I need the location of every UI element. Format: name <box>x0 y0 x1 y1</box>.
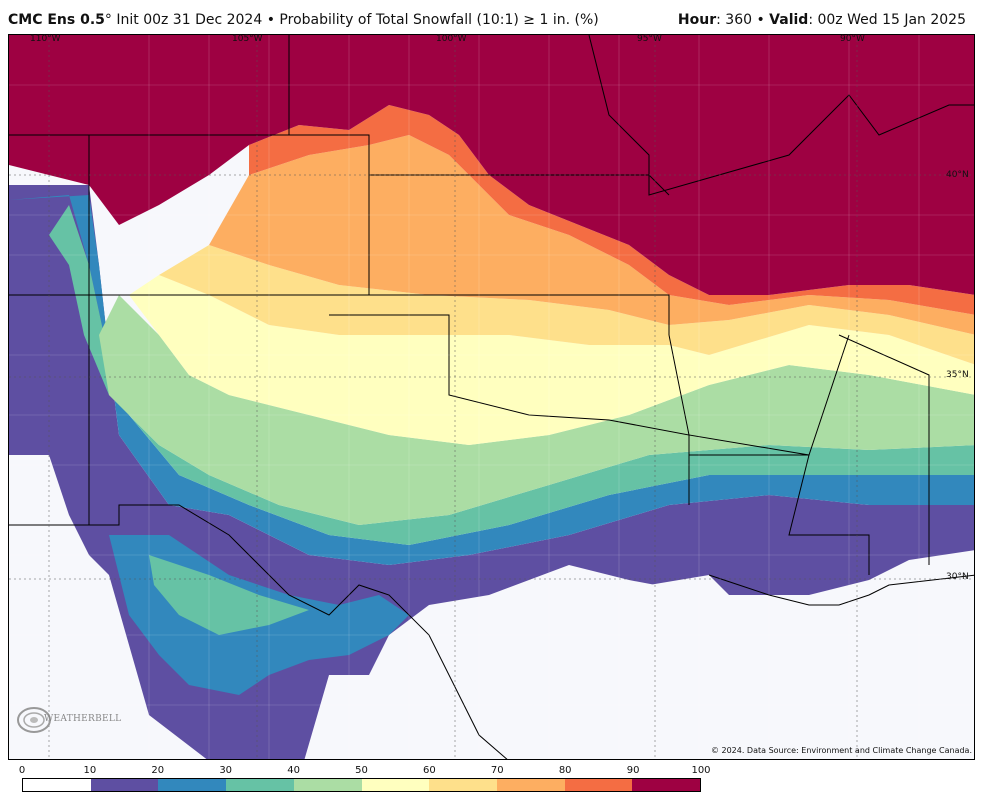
colorbar-segment-2 <box>158 779 227 791</box>
lon-label-110w: 110°W <box>30 34 61 44</box>
colorbar-tick-30: 30 <box>219 765 233 776</box>
lat-label-40n: 40°N <box>946 170 969 180</box>
colorbar-segment-1 <box>90 779 159 791</box>
colorbar-segment-7 <box>496 779 565 791</box>
degree-symbol: ° <box>104 12 112 28</box>
colorbar-segment-5 <box>361 779 430 791</box>
colorbar-tick-70: 70 <box>490 765 504 776</box>
lat-label-30n: 30°N <box>946 572 969 582</box>
band-50-60 <box>129 275 974 445</box>
colorbar-tick-80: 80 <box>558 765 572 776</box>
band-30-40-mexico <box>149 555 309 635</box>
hour-label: Hour <box>677 12 717 28</box>
boundary-nm-mx <box>9 504 508 759</box>
band-70-80 <box>209 135 974 335</box>
valid-value: : 00z Wed 15 Jan 2025 <box>808 12 966 28</box>
product-name: Probability of Total Snowfall (10:1) ≥ 1… <box>279 12 599 28</box>
lat-label-35n: 35°N <box>946 370 969 380</box>
logo-text: WEATHERBELL <box>44 714 122 724</box>
boundary-il <box>808 94 974 136</box>
colorbar-segment-0 <box>23 779 91 791</box>
colorbar-tick-60: 60 <box>423 765 436 776</box>
colorbar-segment-9 <box>632 779 701 791</box>
weatherbell-logo: WEATHERBELL <box>14 700 121 740</box>
colorbar-tick-90: 90 <box>626 765 640 776</box>
lon-label-95w: 95°W <box>637 34 662 44</box>
graticule <box>9 35 974 759</box>
map-panel[interactable] <box>8 34 975 760</box>
colorbar-segment-8 <box>564 779 633 791</box>
boundary-ms <box>838 334 930 565</box>
boundary-ar-la <box>689 454 870 575</box>
low-region-se-texas <box>409 575 729 759</box>
colorbar-tick-10: 10 <box>83 765 97 776</box>
valid-label: Valid <box>769 12 809 28</box>
colorbar-tick-40: 40 <box>287 765 300 776</box>
colorbar-tick-20: 20 <box>151 765 165 776</box>
colorbar-segment-4 <box>293 779 362 791</box>
band-90-100 <box>9 35 974 295</box>
valid-info: Hour: 360 • Valid: 00z Wed 15 Jan 2025 <box>678 12 966 28</box>
boundary-tx-ok-ar <box>668 334 850 456</box>
header: CMC Ens 0.5° Init 00z 31 Dec 2024 • Prob… <box>0 0 984 34</box>
boundary-ks-ok <box>329 294 670 335</box>
low-region-mexico <box>9 455 196 759</box>
colorbar-tick-50: 50 <box>355 765 368 776</box>
county-lines <box>9 35 974 759</box>
band-40-50 <box>99 295 974 525</box>
colorbar-tick-0: 0 <box>18 765 26 776</box>
separator: • <box>262 12 280 28</box>
colorbar-segment-6 <box>429 779 497 791</box>
probability-map <box>9 35 974 759</box>
coastline-gulf <box>708 574 974 606</box>
band-80-90 <box>249 105 974 315</box>
model-name: CMC Ens 0.5 <box>8 12 105 28</box>
logo-swirl-icon <box>17 707 51 733</box>
lon-label-90w: 90°W <box>840 34 865 44</box>
band-60-70 <box>159 245 974 365</box>
lon-label-100w: 100°W <box>436 34 467 44</box>
colorbar <box>22 778 701 792</box>
colorbar-tick-100: 100 <box>691 765 711 776</box>
hour-value: : 360 • <box>716 12 770 28</box>
lon-label-105w: 105°W <box>232 34 263 44</box>
data-credit: © 2024. Data Source: Environment and Cli… <box>710 746 972 755</box>
init-time: Init 00z 31 Dec 2024 <box>111 12 263 28</box>
band-30-40 <box>49 205 974 545</box>
colorbar-segment-3 <box>226 779 294 791</box>
map-title: CMC Ens 0.5° Init 00z 31 Dec 2024 • Prob… <box>8 12 599 28</box>
